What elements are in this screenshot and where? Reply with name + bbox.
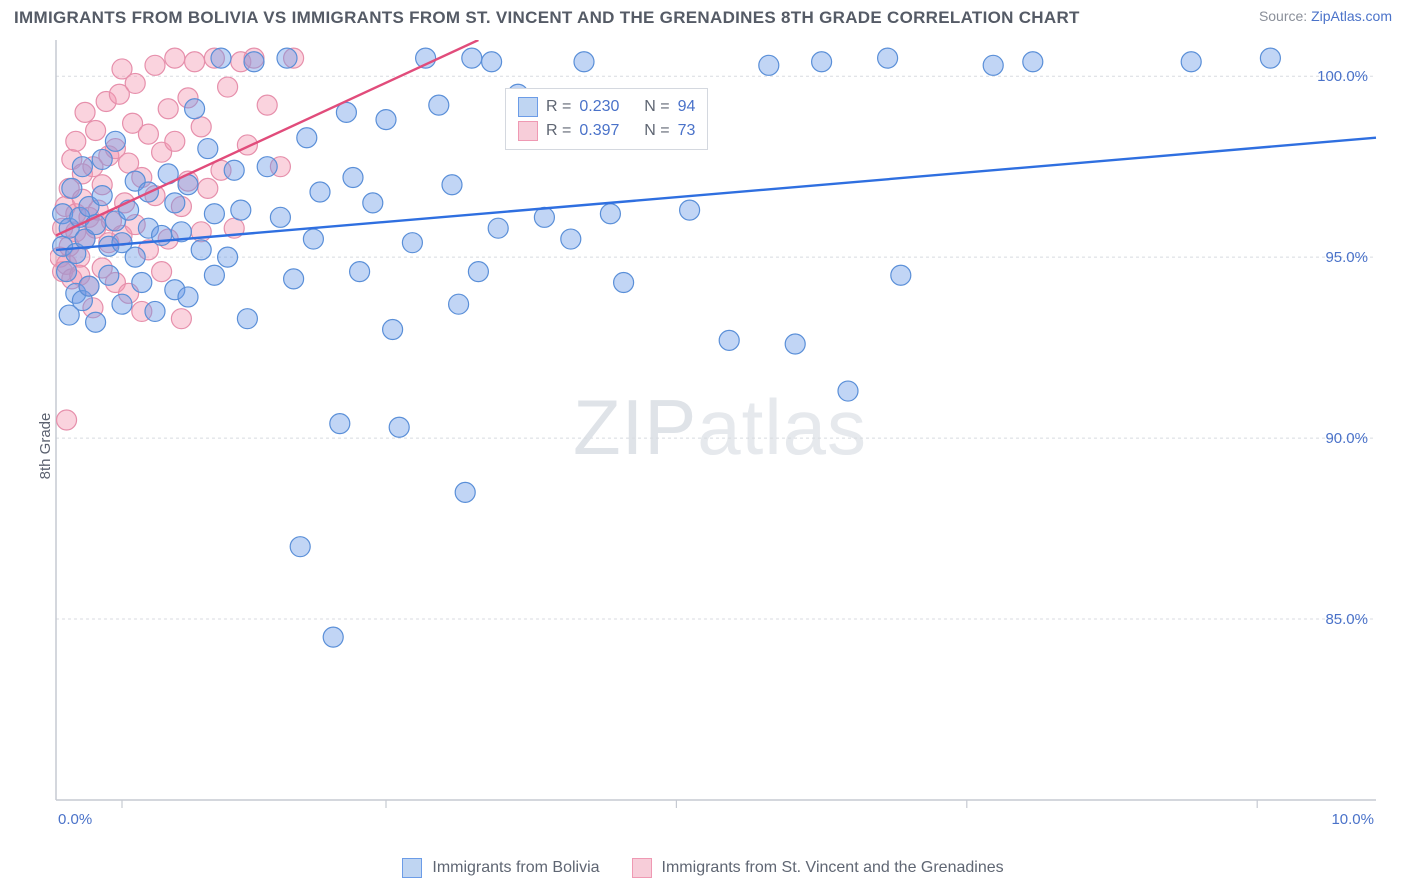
legend-r-value-0: 0.230 (579, 95, 619, 119)
plot-area: ZIPatlas 85.0%90.0%95.0%100.0%0.0%10.0% … (50, 40, 1390, 830)
svg-text:0.0%: 0.0% (58, 811, 92, 828)
legend-r-prefix: R = (546, 119, 571, 143)
legend-swatch-0 (402, 858, 422, 878)
legend-r-value-1: 0.397 (579, 119, 619, 143)
legend-n-value-0: 94 (678, 95, 696, 119)
legend-row-series-1: R = 0.397 N = 73 (518, 119, 695, 143)
legend-r-prefix: R = (546, 95, 571, 119)
svg-text:95.0%: 95.0% (1325, 249, 1368, 266)
bottom-legend-item-0: Immigrants from Bolivia (402, 858, 599, 878)
source-label: Source: (1259, 8, 1307, 24)
legend-n-prefix: N = (644, 95, 669, 119)
series-name-1: Immigrants from St. Vincent and the Gren… (662, 859, 1004, 877)
legend-swatch-1 (632, 858, 652, 878)
legend-n-value-1: 73 (678, 119, 696, 143)
series-name-0: Immigrants from Bolivia (432, 859, 599, 877)
legend-swatch-1 (518, 121, 538, 141)
scatter-chart: 85.0% 90.0% 95.0% 100.0% 0.0% 10.0% (50, 40, 1390, 830)
legend-n-prefix: N = (644, 119, 669, 143)
bottom-legend: Immigrants from Bolivia Immigrants from … (0, 858, 1406, 878)
header-row: IMMIGRANTS FROM BOLIVIA VS IMMIGRANTS FR… (0, 0, 1406, 32)
chart-title: IMMIGRANTS FROM BOLIVIA VS IMMIGRANTS FR… (14, 8, 1080, 28)
bottom-legend-item-1: Immigrants from St. Vincent and the Gren… (632, 858, 1004, 878)
svg-text:100.0%: 100.0% (1317, 68, 1368, 85)
svg-text:85.0%: 85.0% (1325, 611, 1368, 628)
source-link[interactable]: ZipAtlas.com (1311, 8, 1392, 24)
legend-row-series-0: R = 0.230 N = 94 (518, 95, 695, 119)
correlation-legend: R = 0.230 N = 94 R = 0.397 N = 73 (505, 88, 708, 150)
legend-swatch-0 (518, 97, 538, 117)
svg-text:10.0%: 10.0% (1331, 811, 1374, 828)
svg-text:90.0%: 90.0% (1325, 430, 1368, 447)
source-attribution: Source: ZipAtlas.com (1259, 8, 1392, 24)
